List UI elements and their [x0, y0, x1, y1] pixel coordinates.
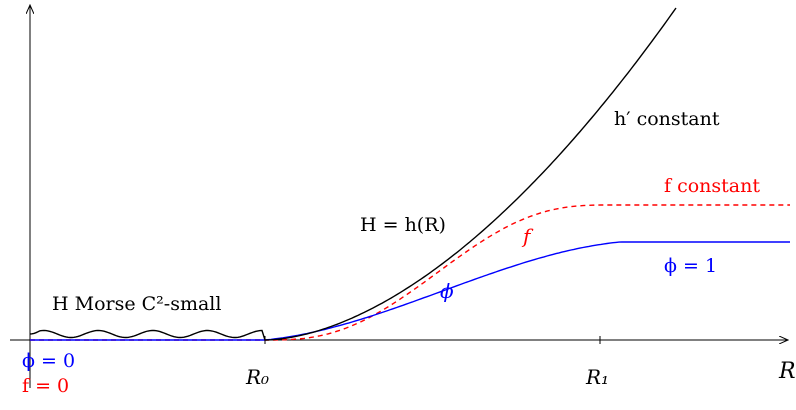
x-axis-label: R: [778, 359, 796, 384]
phi-zero-label: ϕ = 0: [22, 350, 75, 372]
f-zero-label: f = 0: [22, 375, 69, 397]
r1-label: R₁: [585, 365, 609, 389]
h-curve: [29, 7, 677, 341]
phi-curve-label: ϕ: [440, 279, 454, 303]
h-prime-label: h′ constant: [614, 108, 720, 130]
morse-label: H Morse C²-small: [52, 293, 221, 315]
f-curve: [30, 204, 790, 341]
phi-one-label: ϕ = 1: [664, 255, 717, 277]
f-constant-label: f constant: [664, 175, 760, 197]
r0-label: R₀: [245, 365, 269, 389]
phi-curve: [30, 241, 790, 341]
h-equals-label: H = h(R): [360, 214, 446, 236]
f-curve-label: f: [521, 224, 534, 248]
